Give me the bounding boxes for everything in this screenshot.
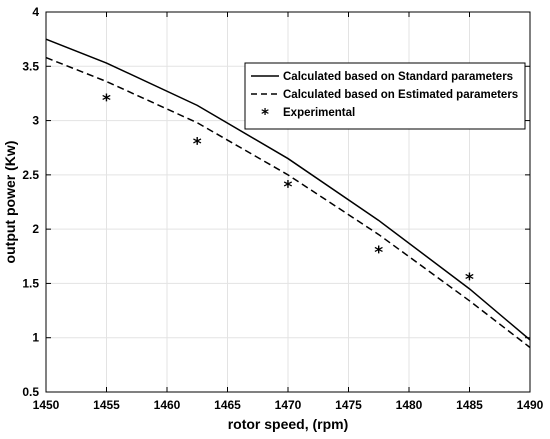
- legend-label-estimated: Calculated based on Estimated parameters: [283, 89, 518, 101]
- x-tick-label: 1465: [214, 398, 241, 412]
- y-tick-label: 3.5: [22, 59, 39, 73]
- experimental-point: *: [374, 243, 383, 263]
- y-tick-label: 1.5: [22, 276, 39, 290]
- axis-ticks: 1450 1455 1460 1465 1470 1475 1480 1485 1490 0.5 1…: [22, 5, 543, 412]
- y-tick-label: 3: [32, 114, 39, 128]
- x-axis-label: rotor speed, (rpm): [228, 416, 349, 432]
- legend: Calculated based on Standard parameters …: [244, 62, 526, 130]
- x-tick-label: 1490: [517, 398, 544, 412]
- experimental-point: *: [465, 270, 474, 290]
- legend-label-experimental: Experimental: [283, 107, 355, 119]
- x-tick-label: 1485: [456, 398, 483, 412]
- y-axis-label: output power (Kw): [2, 141, 18, 264]
- x-tick-label: 1450: [33, 398, 60, 412]
- legend-swatch-experimental: *: [261, 105, 269, 123]
- standard-parameters-line: [45, 38, 531, 341]
- estimated-parameters-line: [45, 56, 531, 349]
- x-tick-label: 1455: [93, 398, 120, 412]
- x-tick-label: 1460: [154, 398, 181, 412]
- x-tick-label: 1470: [275, 398, 302, 412]
- y-tick-label: 1: [32, 331, 39, 345]
- experimental-point: *: [102, 91, 111, 111]
- legend-box: [244, 62, 526, 130]
- x-tick-label: 1480: [396, 398, 423, 412]
- y-tick-label: 2: [32, 222, 39, 236]
- y-tick-label: 4: [32, 5, 39, 19]
- experimental-point: *: [193, 134, 202, 154]
- series-layer: * * * * *: [45, 38, 531, 349]
- y-tick-label: 0.5: [22, 385, 39, 399]
- x-tick-label: 1475: [335, 398, 362, 412]
- legend-label-standard: Calculated based on Standard parameters: [283, 71, 513, 83]
- y-tick-label: 2.5: [22, 168, 39, 182]
- experimental-point: *: [284, 178, 293, 198]
